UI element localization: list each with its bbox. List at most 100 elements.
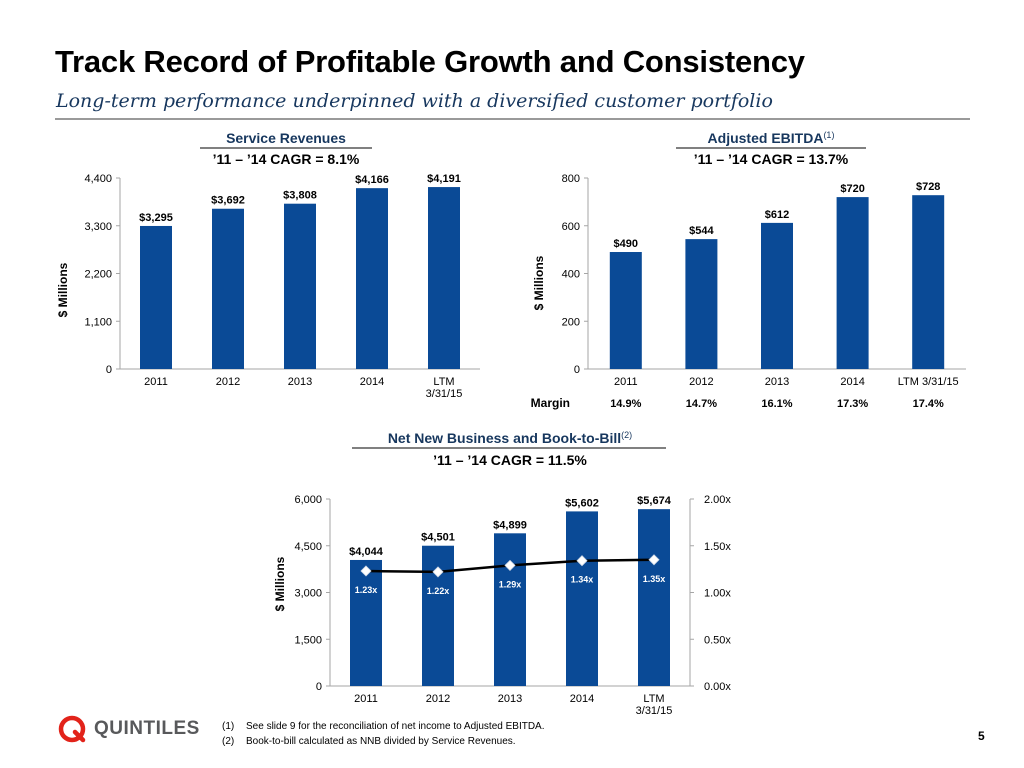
bar (284, 203, 316, 369)
bar (685, 239, 718, 369)
book-to-bill-marker (648, 554, 660, 566)
book-to-bill-label: 1.34x (571, 575, 594, 585)
book-to-bill-marker (576, 555, 588, 567)
book-to-bill-label: 1.23x (355, 585, 378, 595)
footnote-marker: (2) (222, 736, 235, 747)
bar-data-label: $4,166 (355, 174, 389, 186)
bar (356, 188, 388, 369)
chart-title: Adjusted EBITDA(1) (708, 130, 835, 146)
x-category-label: 2014 (570, 693, 594, 705)
chart-title-footnote: (1) (823, 130, 834, 140)
y-tick-label: 0 (316, 681, 322, 693)
y-axis-label: $ Millions (532, 255, 546, 310)
bar (836, 197, 869, 369)
x-category-label: 2012 (689, 376, 713, 388)
book-to-bill-marker (360, 565, 372, 577)
chart-cagr-subtitle: ’11 – ’14 CAGR = 11.5% (433, 452, 587, 468)
bar-data-label: $4,899 (493, 519, 527, 531)
x-category-label: 2014 (360, 376, 384, 388)
page-subtitle: Long-term performance underpinned with a… (56, 90, 773, 112)
x-category-label: LTM 3/31/15 (636, 693, 673, 717)
margin-row-label: Margin (531, 396, 570, 410)
title-divider (55, 118, 970, 120)
x-category-label-line2: 3/31/15 (636, 705, 673, 717)
bar-data-label: $4,191 (427, 173, 461, 185)
y-tick-label: 0 (574, 364, 580, 376)
y2-tick-label: 1.50x (704, 541, 731, 553)
book-to-bill-label: 1.35x (643, 574, 666, 584)
y-tick-label: 400 (562, 269, 580, 281)
y-tick-label: 4,500 (294, 541, 322, 553)
bar-data-label: $3,692 (211, 195, 245, 207)
book-to-bill-marker (432, 566, 444, 578)
page-number: 5 (978, 729, 985, 743)
bar (212, 208, 244, 369)
y-tick-label: 600 (562, 221, 580, 233)
x-category-label: 2013 (765, 376, 789, 388)
book-to-bill-label: 1.22x (427, 586, 450, 596)
bar-data-label: $728 (916, 181, 940, 193)
y-tick-label: 1,500 (294, 634, 322, 646)
x-category-label: 2012 (426, 693, 450, 705)
bar-data-label: $720 (840, 183, 864, 195)
chart-cagr-subtitle: ’11 – ’14 CAGR = 8.1% (213, 151, 360, 167)
bar-data-label: $544 (689, 225, 714, 237)
bar (140, 225, 172, 369)
y-tick-label: 2,200 (84, 269, 112, 281)
margin-value: 17.3% (837, 398, 868, 410)
chart-cagr-subtitle: ’11 – ’14 CAGR = 13.7% (694, 151, 849, 167)
quintiles-logo: QUINTILES (58, 714, 200, 744)
margin-value: 14.7% (686, 398, 717, 410)
y-axis-label: $ Millions (273, 556, 287, 611)
bar-data-label: $612 (765, 209, 789, 221)
bar-data-label: $4,501 (421, 532, 455, 544)
x-category-label: 2011 (354, 693, 378, 705)
y2-tick-label: 0.50x (704, 634, 731, 646)
bar-data-label: $5,674 (637, 495, 672, 507)
bar (761, 222, 793, 369)
y-tick-label: 6,000 (294, 494, 322, 506)
book-to-bill-label: 1.29x (499, 579, 522, 589)
bar-data-label: $4,044 (349, 546, 384, 558)
margin-value: 16.1% (761, 398, 792, 410)
footnote-text: See slide 9 for the reconciliation of ne… (246, 721, 545, 732)
book-to-bill-marker (504, 559, 516, 571)
bar-data-label: $5,602 (565, 497, 599, 509)
margin-value: 17.4% (913, 398, 944, 410)
bar (912, 195, 945, 369)
bar (494, 533, 526, 686)
y2-tick-label: 1.00x (704, 588, 731, 600)
chart-title: Service Revenues (226, 130, 346, 146)
chart-title: Net New Business and Book-to-Bill(2) (388, 430, 632, 446)
x-category-label: 2012 (216, 376, 240, 388)
x-category-label: 2014 (840, 376, 864, 388)
footnote-marker: (1) (222, 721, 235, 732)
y-tick-label: 1,100 (84, 316, 112, 328)
x-category-label: LTM 3/31/15 (898, 376, 959, 388)
bar (638, 509, 670, 686)
x-category-label: 2013 (288, 376, 312, 388)
bar-data-label: $3,808 (283, 190, 317, 202)
bar (350, 559, 382, 686)
y-tick-label: 800 (562, 173, 580, 185)
y-tick-label: 3,300 (84, 221, 112, 233)
quintiles-q-icon (58, 715, 86, 743)
footnote-1: (1) See slide 9 for the reconciliation of… (222, 719, 545, 734)
x-category-label: 2011 (614, 376, 638, 388)
footnote-text: Book-to-bill calculated as NNB divided b… (246, 736, 516, 747)
bar (566, 511, 598, 686)
margin-value: 14.9% (610, 398, 641, 410)
y-tick-label: 3,000 (294, 588, 322, 600)
bar (428, 187, 460, 369)
logo-wordmark: QUINTILES (94, 718, 200, 739)
x-category-label: LTM 3/31/15 (426, 376, 463, 400)
bar (609, 252, 642, 369)
y2-tick-label: 2.00x (704, 494, 731, 506)
y-axis-label: $ Millions (56, 262, 70, 317)
y-tick-label: 4,400 (84, 173, 112, 185)
chart-title-footnote: (2) (621, 430, 632, 440)
x-category-label: 2013 (498, 693, 522, 705)
y-tick-label: 0 (106, 364, 112, 376)
bar-data-label: $3,295 (139, 212, 173, 224)
